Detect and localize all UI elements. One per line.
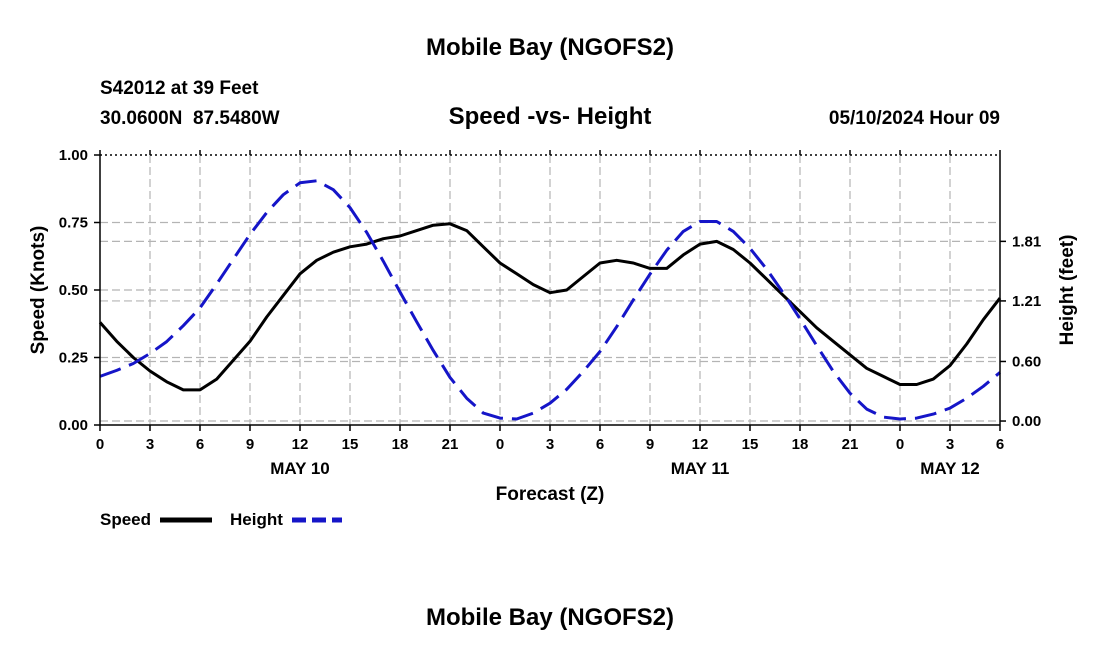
coordinates-label: 30.0600N 87.5480W — [100, 108, 280, 129]
x-tick-label: 3 — [946, 436, 954, 453]
y-tick-label: 0.25 — [59, 350, 88, 367]
y2-tick-label: 1.81 — [1012, 233, 1041, 250]
x-tick-label: 6 — [996, 436, 1004, 453]
forecast-datetime: 05/10/2024 Hour 09 — [829, 108, 1000, 129]
chart-marks — [98, 179, 1002, 421]
x-tick-label: 0 — [96, 436, 104, 453]
x-tick-label: 6 — [196, 436, 204, 453]
y2-tick-label: 0.00 — [1012, 413, 1041, 430]
y-tick-label: 0.50 — [59, 282, 88, 299]
grid — [100, 155, 1000, 425]
y2-tick-label: 1.21 — [1012, 293, 1041, 310]
x-tick-label: 18 — [392, 436, 409, 453]
x-tick-label: 9 — [646, 436, 654, 453]
y2-tick-label: 0.60 — [1012, 353, 1041, 370]
y-tick-label: 1.00 — [59, 147, 88, 164]
y-tick-label: 0.00 — [59, 417, 88, 434]
x-tick-label: 6 — [596, 436, 604, 453]
x-tick-label: 3 — [146, 436, 154, 453]
legend-speed-label: Speed — [100, 510, 151, 529]
x-tick-label: 9 — [246, 436, 254, 453]
legend: Speed Height — [100, 510, 342, 529]
x-tick-label: 15 — [342, 436, 359, 453]
x-tick-label: 21 — [442, 436, 459, 453]
x-tick-label: 0 — [496, 436, 504, 453]
x-tick-label: 12 — [292, 436, 309, 453]
axes: 0 3 6 9 12 15 18 21 0 3 6 9 12 15 18 21 0 3 6 MAY 10 MAY 11 M… — [59, 147, 1041, 478]
x-tick-label: 18 — [792, 436, 809, 453]
y-tick-label: 0.75 — [59, 215, 88, 232]
x-tick-label: 21 — [842, 436, 859, 453]
legend-height-label: Height — [230, 510, 283, 529]
chart-title: Mobile Bay (NGOFS2) — [426, 34, 674, 61]
y2-axis-title: Height (feet) — [1057, 235, 1078, 346]
y-axis-title: Speed (Knots) — [28, 226, 49, 355]
x-axis-title: Forecast (Z) — [496, 484, 605, 505]
height-series-line — [99, 179, 1001, 421]
x-tick-label: 15 — [742, 436, 759, 453]
station-label: S42012 at 39 Feet — [100, 78, 259, 99]
x-date-label: MAY 11 — [671, 459, 730, 478]
x-date-label: MAY 12 — [920, 459, 980, 478]
x-tick-label: 3 — [546, 436, 554, 453]
footer-title: Mobile Bay (NGOFS2) — [426, 604, 674, 631]
x-tick-label: 12 — [692, 436, 709, 453]
x-date-label: MAY 10 — [270, 459, 330, 478]
x-tick-label: 0 — [896, 436, 904, 453]
chart-subtitle: Speed -vs- Height — [449, 103, 652, 130]
speed-series-line — [98, 222, 1002, 392]
